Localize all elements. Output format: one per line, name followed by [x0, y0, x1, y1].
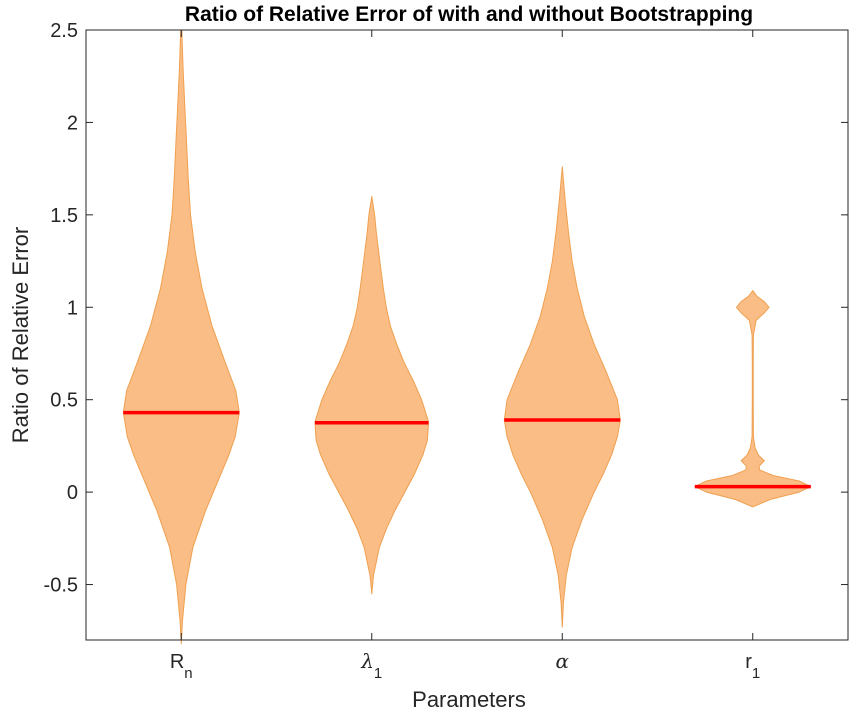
y-axis-title: Ratio of Relative Error: [8, 227, 33, 443]
violins-group: [122, 29, 812, 645]
y-tick-label: -0.5: [44, 575, 78, 597]
x-axis-ticks: Rn λ1 α r1: [170, 30, 760, 682]
x-tick-label: λ1: [360, 649, 382, 682]
plot-area-frame: [85, 29, 849, 641]
y-axis-ticks: -0.5 0 0.5 1 1.5 2 2.5: [44, 20, 848, 597]
x-axis-title: Parameters: [412, 687, 526, 712]
y-tick-label: 2.5: [50, 20, 78, 42]
y-tick-label: 2: [67, 112, 78, 134]
violin-2: [314, 195, 430, 595]
y-tick-label: 1.5: [50, 205, 78, 227]
x-tick-label: α: [555, 649, 569, 673]
y-tick-label: 0: [67, 482, 78, 504]
x-tick-label: r1: [745, 651, 760, 682]
y-tick-label: 0.5: [50, 390, 78, 412]
x-tick-label: Rn: [170, 651, 193, 682]
violin-4: [694, 290, 812, 508]
y-tick-label: 1: [67, 297, 78, 319]
violin-1: [122, 29, 240, 645]
violin-3: [503, 166, 621, 628]
chart-title: Ratio of Relative Error of with and with…: [185, 3, 753, 26]
medians-group: [123, 410, 811, 489]
